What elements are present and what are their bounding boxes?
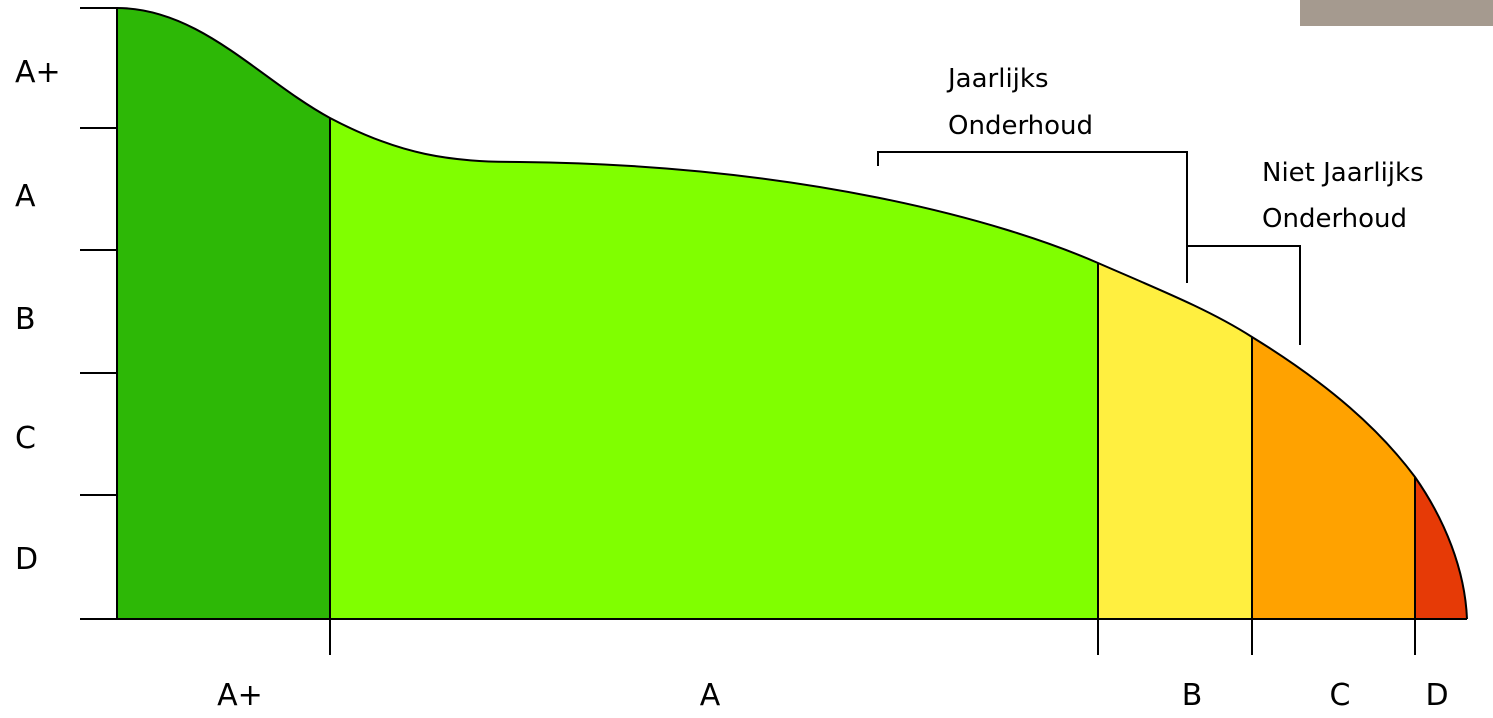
- y-label: A+: [15, 55, 61, 90]
- image-fragment: [1300, 0, 1493, 26]
- y-label: C: [15, 421, 36, 456]
- segment: [1098, 0, 1252, 620]
- annotation-line: Onderhoud: [1262, 204, 1407, 234]
- curve-area: [117, 0, 1475, 620]
- x-label: B: [1182, 678, 1203, 713]
- page: A+ A B C D A+ A B C D Jaarlijks Onderhou…: [0, 0, 1493, 718]
- x-label: A: [700, 678, 721, 713]
- y-ticks: [80, 8, 117, 495]
- annotation-line: Jaarlijks: [946, 64, 1049, 94]
- y-label: D: [15, 542, 38, 577]
- segment: [1415, 0, 1475, 620]
- segment: [1252, 0, 1415, 620]
- annotation-line: Onderhoud: [948, 111, 1093, 141]
- y-label: B: [15, 302, 36, 337]
- x-label: A+: [217, 678, 263, 713]
- diagram: A+ A B C D A+ A B C D Jaarlijks Onderhou…: [0, 0, 1493, 718]
- segment: [117, 0, 330, 620]
- x-label: D: [1425, 678, 1448, 713]
- x-label: C: [1330, 678, 1351, 713]
- y-label: A: [15, 179, 36, 214]
- annotation-line: Niet Jaarlijks: [1262, 158, 1424, 188]
